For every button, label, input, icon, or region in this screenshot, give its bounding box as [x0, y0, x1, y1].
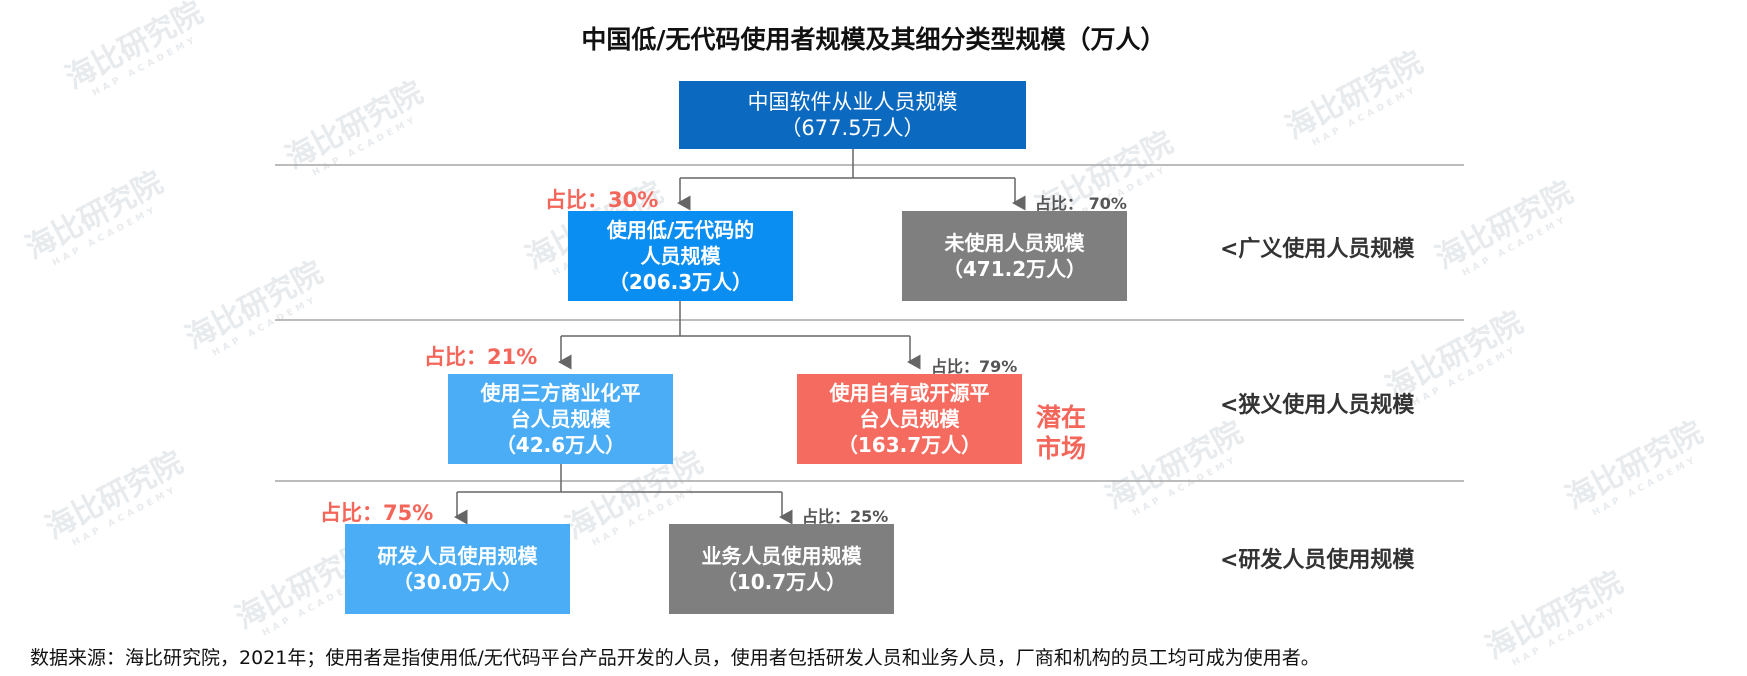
third-party-label-2: 台人员规模 — [510, 407, 611, 431]
biz-users-pct: 占比：25% — [802, 507, 889, 526]
non-users-pct: 占比： 70% — [1035, 194, 1127, 213]
self-open-label-1: 使用自有或开源平 — [829, 381, 990, 405]
self-open-pct: 占比：79% — [931, 357, 1018, 376]
third-party-value: （42.6万人） — [495, 433, 626, 457]
biz-users-box: 业务人员使用规模 （10.7万人） — [669, 524, 894, 614]
non-users-value: （471.2万人） — [942, 257, 1087, 281]
self-open-box: 使用自有或开源平 台人员规模 （163.7万人） — [797, 374, 1022, 464]
page-title: 中国低/无代码使用者规模及其细分类型规模（万人） — [581, 25, 1166, 54]
self-open-value: （163.7万人） — [837, 433, 982, 457]
users-lowcode-value: （206.3万人） — [608, 270, 753, 294]
third-party-pct: 占比：21% — [424, 345, 538, 369]
data-source-note: 数据来源：海比研究院，2021年；使用者是指使用低/无代码平台产品开发的人员，使… — [30, 647, 1320, 669]
users-lowcode-label-1: 使用低/无代码的 — [606, 218, 755, 242]
rd-users-value: （30.0万人） — [392, 570, 523, 594]
non-users-label: 未使用人员规模 — [944, 231, 1085, 255]
third-party-label-1: 使用三方商业化平 — [480, 381, 641, 405]
root-node-box: 中国软件从业人员规模 （677.5万人） — [679, 81, 1026, 149]
root-node-value: （677.5万人） — [780, 116, 925, 140]
biz-users-value: （10.7万人） — [716, 570, 847, 594]
third-party-box: 使用三方商业化平 台人员规模 （42.6万人） — [448, 374, 673, 464]
self-open-label-2: 台人员规模 — [859, 407, 960, 431]
root-node-label: 中国软件从业人员规模 — [747, 90, 958, 114]
biz-users-label: 业务人员使用规模 — [701, 544, 862, 568]
latent-market-label: 潜在 市场 — [1036, 403, 1087, 463]
level-label-broad: <广义使用人员规模 — [1220, 237, 1415, 262]
users-lowcode-pct: 占比：30% — [545, 188, 659, 212]
users-lowcode-box: 使用低/无代码的 人员规模 （206.3万人） — [568, 211, 793, 301]
users-lowcode-label-2: 人员规模 — [640, 244, 721, 268]
non-users-box: 未使用人员规模 （471.2万人） — [902, 211, 1127, 301]
rd-users-pct: 占比：75% — [320, 501, 434, 525]
level-label-narrow: <狭义使用人员规模 — [1220, 393, 1415, 418]
rd-users-box: 研发人员使用规模 （30.0万人） — [345, 524, 570, 614]
rd-users-label: 研发人员使用规模 — [377, 544, 538, 568]
level-label-rd: <研发人员使用规模 — [1220, 548, 1415, 573]
